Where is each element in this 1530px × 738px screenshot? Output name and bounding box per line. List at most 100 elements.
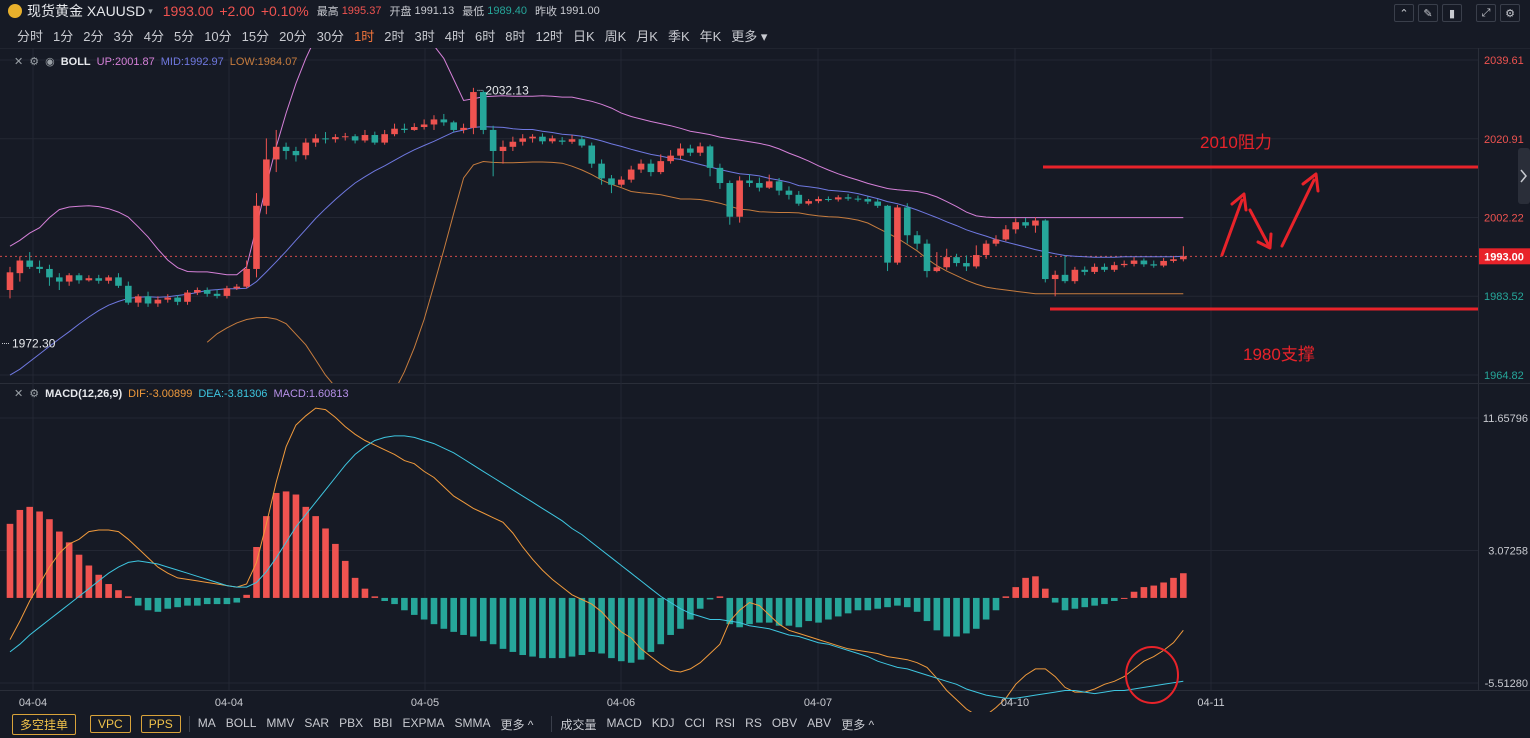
boll-upper-line	[9, 48, 1184, 276]
macd-dea-line	[9, 435, 1184, 699]
period-3[interactable]: 3分	[113, 29, 134, 44]
pps-button[interactable]: PPS	[140, 715, 181, 733]
macd-hist-bar	[825, 597, 832, 620]
price-axis-tick-0: 2039.61	[1484, 55, 1524, 67]
main-indicator-6[interactable]: EXPMA	[402, 715, 445, 730]
period-0[interactable]: 分时	[17, 29, 44, 44]
main-indicator-2[interactable]: MMV	[266, 715, 295, 730]
period-4[interactable]: 4分	[143, 29, 164, 44]
candle-body	[972, 255, 980, 267]
period-17[interactable]: 日K	[572, 29, 595, 44]
hi-price-label: 2032.13	[485, 83, 529, 97]
candle-body	[332, 137, 339, 140]
macd-hist-bar	[371, 596, 379, 598]
date-label-3: 04-06	[607, 697, 635, 709]
line-chart-icon[interactable]: ⌃	[1394, 4, 1414, 22]
vpc-button[interactable]: VPC	[90, 715, 131, 733]
macd-hist-bar	[253, 546, 260, 598]
period-1[interactable]: 1分	[53, 29, 74, 44]
date-label-4: 04-07	[804, 697, 832, 709]
period-19[interactable]: 月K	[636, 29, 658, 44]
period-12[interactable]: 3时	[414, 29, 435, 44]
candle-body	[943, 257, 950, 268]
candle-body	[509, 141, 517, 147]
main-indicator-1[interactable]: BOLL	[225, 715, 257, 730]
settings-icon[interactable]: ⚙	[1500, 4, 1520, 22]
candle-body	[627, 169, 635, 180]
candle-body	[1012, 222, 1020, 230]
period-13[interactable]: 4时	[444, 29, 465, 44]
main-indicator-5[interactable]: BBI	[373, 715, 393, 730]
chevron-down-icon[interactable]: ▾	[148, 5, 153, 16]
macd-hist-bar	[381, 597, 388, 602]
candle-body	[1101, 266, 1108, 270]
candle-body	[588, 145, 596, 164]
main-indicator-7[interactable]: SMMA	[454, 715, 491, 730]
period-18[interactable]: 周K	[604, 29, 627, 44]
period-21[interactable]: 年K	[699, 29, 722, 44]
period-16[interactable]: 12时	[535, 29, 563, 44]
period-8[interactable]: 20分	[279, 29, 307, 44]
main-indicator-4[interactable]: PBX	[339, 715, 364, 730]
period-15[interactable]: 8时	[505, 29, 526, 44]
sub-indicator-0[interactable]: 成交量	[560, 717, 597, 732]
main-indicator-8[interactable]: 更多 ^	[500, 717, 534, 732]
macd-hist-bar	[854, 597, 862, 611]
candle-body	[913, 235, 921, 244]
candle-body	[1150, 264, 1158, 266]
sub-indicator-3[interactable]: CCI	[684, 715, 706, 730]
sub-indicator-6[interactable]: OBV	[771, 715, 798, 730]
candle-body	[815, 199, 822, 202]
macd-hist-bar	[598, 597, 605, 654]
period-22[interactable]: 更多 ▾	[731, 29, 768, 44]
candle-body	[785, 190, 793, 195]
sub-indicator-8[interactable]: 更多 ^	[841, 717, 875, 732]
main-indicator-0[interactable]: MA	[197, 715, 216, 730]
period-7[interactable]: 15分	[241, 29, 270, 44]
candle-body	[765, 181, 773, 188]
sub-indicator-5[interactable]: RS	[745, 715, 762, 730]
macd-hist-bar	[1111, 597, 1118, 602]
candle-body	[825, 199, 832, 201]
candle-body	[795, 194, 803, 204]
candle-body	[401, 128, 408, 130]
candle-type-icon[interactable]: ▮	[1442, 4, 1462, 22]
gear-icon[interactable]: ⚙	[29, 56, 40, 68]
macd-hist-bar	[75, 554, 83, 598]
sub-indicator-4[interactable]: RSI	[715, 715, 736, 730]
symbol-selector[interactable]: 现货黄金 XAUUSD	[27, 3, 146, 19]
eye-icon[interactable]: ◉	[45, 56, 55, 68]
draw-pen-icon[interactable]: ✎	[1418, 4, 1438, 22]
fullscreen-icon[interactable]: ⤢	[1476, 4, 1496, 22]
period-11[interactable]: 2时	[384, 29, 405, 44]
candle-body	[903, 207, 911, 236]
main-indicator-3[interactable]: SAR	[304, 715, 330, 730]
period-5[interactable]: 5分	[173, 29, 195, 44]
gear-icon[interactable]: ⚙	[29, 388, 40, 400]
period-14[interactable]: 6时	[475, 29, 496, 44]
candle-body	[963, 263, 970, 267]
close-icon[interactable]: ✕	[14, 388, 24, 400]
period-2[interactable]: 2分	[83, 29, 104, 44]
period-6[interactable]: 10分	[204, 29, 232, 44]
close-icon[interactable]: ✕	[14, 56, 24, 68]
sub-indicator-2[interactable]: KDJ	[651, 715, 675, 730]
price-axis-tick-3: 1983.52	[1484, 291, 1524, 303]
period-9[interactable]: 30分	[316, 29, 345, 44]
sub-indicator-1[interactable]: MACD	[606, 715, 642, 730]
candle-body	[46, 268, 53, 278]
period-20[interactable]: 季K	[667, 29, 690, 44]
period-10[interactable]: 1时	[354, 29, 375, 44]
macd-hist-bar	[706, 597, 714, 600]
sub-indicator-7[interactable]: ABV	[807, 715, 832, 730]
macd-hist-bar	[677, 597, 684, 629]
order-book-button[interactable]: 多空挂单	[12, 713, 77, 735]
candle-body	[26, 260, 34, 267]
price-chart[interactable]: 2039.61 2020.91 2002.22 1983.52 1964.82 11.65…	[0, 0, 1530, 712]
macd-hist-bar	[588, 597, 596, 652]
candle-body	[154, 299, 162, 304]
open-label: 开盘	[389, 6, 412, 18]
macd-hist-bar	[499, 597, 507, 649]
candle-body	[302, 142, 310, 156]
candle-body	[410, 127, 418, 130]
